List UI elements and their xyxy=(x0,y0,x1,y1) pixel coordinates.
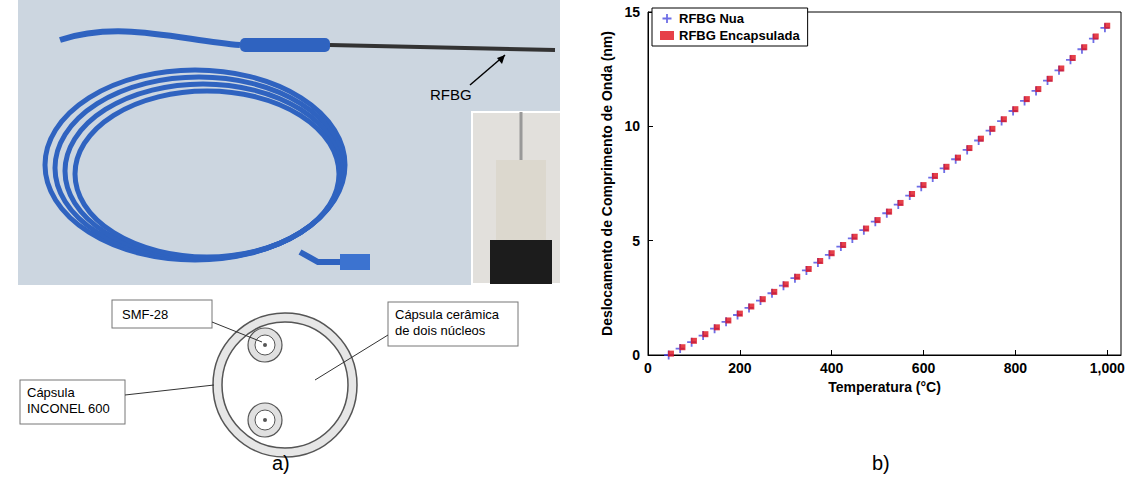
svg-text:10: 10 xyxy=(624,118,640,134)
svg-text:800: 800 xyxy=(1004,360,1028,376)
svg-text:0: 0 xyxy=(644,360,652,376)
svg-text:600: 600 xyxy=(912,360,936,376)
svg-text:Cápsula cerâmicade dois núcleo: Cápsula cerâmicade dois núcleos xyxy=(395,307,500,338)
svg-text:15: 15 xyxy=(624,4,640,20)
svg-text:CápsulaINCONEL 600: CápsulaINCONEL 600 xyxy=(27,385,110,416)
svg-text:0: 0 xyxy=(632,347,640,363)
svg-text:1,000: 1,000 xyxy=(1090,360,1125,376)
svg-text:400: 400 xyxy=(820,360,844,376)
svg-text:Deslocamento de Comprimento de: Deslocamento de Comprimento de Onda (nm) xyxy=(599,31,615,336)
svg-text:5: 5 xyxy=(632,233,640,249)
svg-text:SMF-28: SMF-28 xyxy=(122,307,168,322)
html-text:b): b) xyxy=(872,452,890,474)
svg-text:200: 200 xyxy=(728,360,752,376)
svg-text:RFBG: RFBG xyxy=(430,86,472,103)
svg-text:RFBG Nua: RFBG Nua xyxy=(679,11,745,26)
html-text:a): a) xyxy=(272,452,290,474)
svg-text:Temperatura (°C): Temperatura (°C) xyxy=(828,379,941,395)
svg-text:RFBG Encapsulada: RFBG Encapsulada xyxy=(679,28,800,43)
